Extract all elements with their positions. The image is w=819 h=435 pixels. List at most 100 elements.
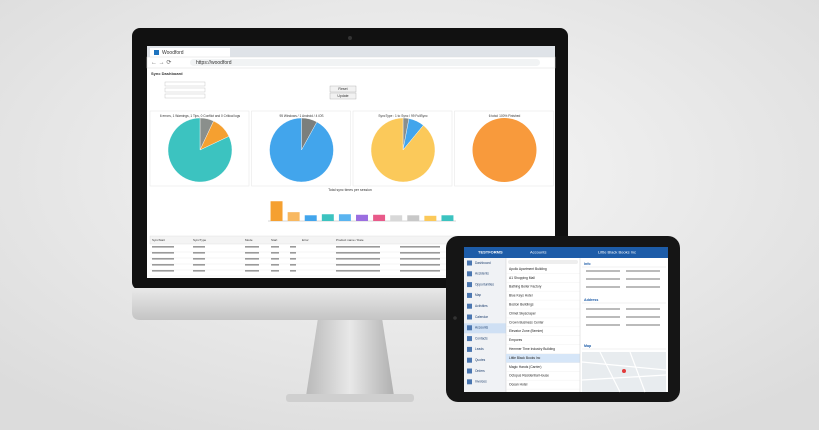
menu-icon bbox=[467, 303, 472, 309]
account-name[interactable]: Blue Keys Hotel bbox=[509, 294, 533, 298]
detail-title: Little Black Books Inc bbox=[598, 250, 636, 255]
menu-item[interactable]: Contacts bbox=[475, 336, 488, 340]
account-name[interactable]: Apollo Apartment Building bbox=[509, 267, 547, 271]
menu-item[interactable]: Accidents bbox=[475, 272, 489, 276]
button-label[interactable]: Update bbox=[337, 94, 348, 98]
account-name[interactable]: A1 Shopping Mall bbox=[509, 276, 535, 280]
menu-item[interactable]: Invoices bbox=[475, 380, 487, 384]
menu-item[interactable]: Calendar bbox=[475, 315, 489, 319]
table-cell-text bbox=[245, 258, 259, 260]
button-label[interactable]: Reset bbox=[338, 87, 347, 91]
search[interactable] bbox=[508, 260, 578, 264]
input[interactable] bbox=[164, 93, 206, 99]
map-road bbox=[599, 351, 621, 393]
pie-slice bbox=[370, 117, 436, 183]
bar bbox=[304, 215, 317, 221]
bar bbox=[338, 214, 351, 221]
table-cell-text bbox=[290, 264, 296, 266]
table-cell-text bbox=[336, 258, 380, 260]
field bbox=[626, 324, 660, 326]
table-header-cell: SyncType bbox=[193, 238, 207, 242]
field bbox=[626, 286, 660, 288]
tablet-camera bbox=[453, 316, 457, 320]
map-pin bbox=[622, 369, 626, 373]
table-cell-text bbox=[400, 252, 440, 254]
menu-icon bbox=[467, 260, 472, 266]
bar bbox=[287, 212, 300, 221]
menu-item[interactable]: Quotes bbox=[475, 358, 486, 362]
bar bbox=[407, 215, 420, 221]
menu-icon bbox=[467, 357, 472, 363]
list-title: Accounts bbox=[530, 250, 546, 255]
menu-item[interactable]: Activities bbox=[475, 304, 488, 308]
table-cell-text bbox=[245, 252, 259, 254]
field bbox=[586, 270, 620, 272]
menu-icon bbox=[467, 282, 472, 288]
button[interactable] bbox=[329, 92, 357, 100]
account-name[interactable]: Climet Skyscraper bbox=[509, 311, 537, 315]
table-cell-text bbox=[271, 258, 279, 260]
account-name[interactable]: Magic Hands (Carrier) bbox=[509, 365, 541, 369]
pie-title: SyncType : 1 to Sync / 99 FullSync bbox=[378, 114, 428, 118]
monitor-base bbox=[286, 394, 414, 402]
account-name[interactable]: Hemmer Time Industry Building bbox=[509, 347, 555, 351]
account-name[interactable]: Bathing Boiler Factory bbox=[509, 285, 542, 289]
map-road bbox=[581, 361, 667, 371]
field bbox=[626, 278, 660, 280]
menu-icon bbox=[467, 314, 472, 320]
bar bbox=[441, 215, 454, 221]
menu-item[interactable]: Orders bbox=[475, 369, 485, 373]
table-cell-text bbox=[245, 270, 259, 272]
field bbox=[586, 286, 620, 288]
table-cell-text bbox=[152, 270, 174, 272]
field bbox=[586, 308, 620, 310]
account-name[interactable]: Boston Buildings bbox=[509, 302, 534, 306]
url[interactable]: https://woodford bbox=[196, 60, 232, 66]
nav-buttons[interactable]: ← → ⟳ bbox=[151, 60, 171, 66]
app-name: TESTFORMS bbox=[478, 250, 503, 255]
account-name[interactable]: Ocean Hotel bbox=[509, 383, 528, 387]
table-cell-text bbox=[152, 258, 174, 260]
field bbox=[586, 324, 620, 326]
section-title: Map bbox=[584, 344, 592, 348]
table-cell-text bbox=[245, 264, 259, 266]
menu-item[interactable]: Map bbox=[475, 293, 481, 297]
bar bbox=[321, 214, 334, 221]
table-cell-text bbox=[271, 252, 279, 254]
table-cell-text bbox=[193, 246, 205, 248]
input[interactable] bbox=[164, 87, 206, 93]
menu-icon bbox=[467, 292, 472, 298]
filters bbox=[164, 81, 206, 99]
pie-title: 95 Windows / 1 Android / 4 iOS bbox=[279, 114, 323, 118]
bar-chart-title: Total sync times per session bbox=[328, 188, 372, 192]
dashboard: Reset Update 6 errors, 1 Warnings, 1 Tips,… bbox=[149, 85, 554, 277]
account-name[interactable]: Octopus Residential House bbox=[509, 374, 549, 378]
table-cell-text bbox=[152, 246, 174, 248]
map-road bbox=[581, 374, 667, 381]
account-name[interactable]: Little Black Books Inc bbox=[509, 356, 541, 360]
table-cell-text bbox=[245, 246, 259, 248]
field bbox=[586, 316, 620, 318]
dashboard-title: Sync Dashboard bbox=[151, 71, 183, 76]
url-field bbox=[190, 59, 540, 66]
menu-item[interactable]: Leads bbox=[475, 347, 484, 351]
account-name[interactable]: Crown Business Center bbox=[509, 320, 545, 324]
menu-item[interactable]: Dashboard bbox=[475, 261, 491, 265]
account-name[interactable]: Elevator Zone (Bernier) bbox=[509, 329, 543, 333]
table-cell-text bbox=[193, 264, 205, 266]
menu-item[interactable]: Accounts bbox=[475, 326, 489, 330]
table-cell-text bbox=[290, 246, 296, 248]
button[interactable] bbox=[329, 85, 357, 93]
camera bbox=[348, 36, 352, 40]
table-cell-text bbox=[290, 258, 296, 260]
field bbox=[586, 278, 620, 280]
account-name[interactable]: Empores bbox=[509, 338, 523, 342]
table-cell-text bbox=[193, 252, 205, 254]
tablet-app: TESTFORMS Accounts Little Black Books Inc D… bbox=[464, 247, 668, 393]
bar bbox=[424, 215, 437, 221]
tab-title: Woodford bbox=[162, 50, 184, 56]
table-cell-text bbox=[336, 252, 380, 254]
input[interactable] bbox=[164, 81, 206, 87]
table-cell-text bbox=[400, 246, 440, 248]
menu-item[interactable]: Opportunities bbox=[475, 282, 494, 286]
